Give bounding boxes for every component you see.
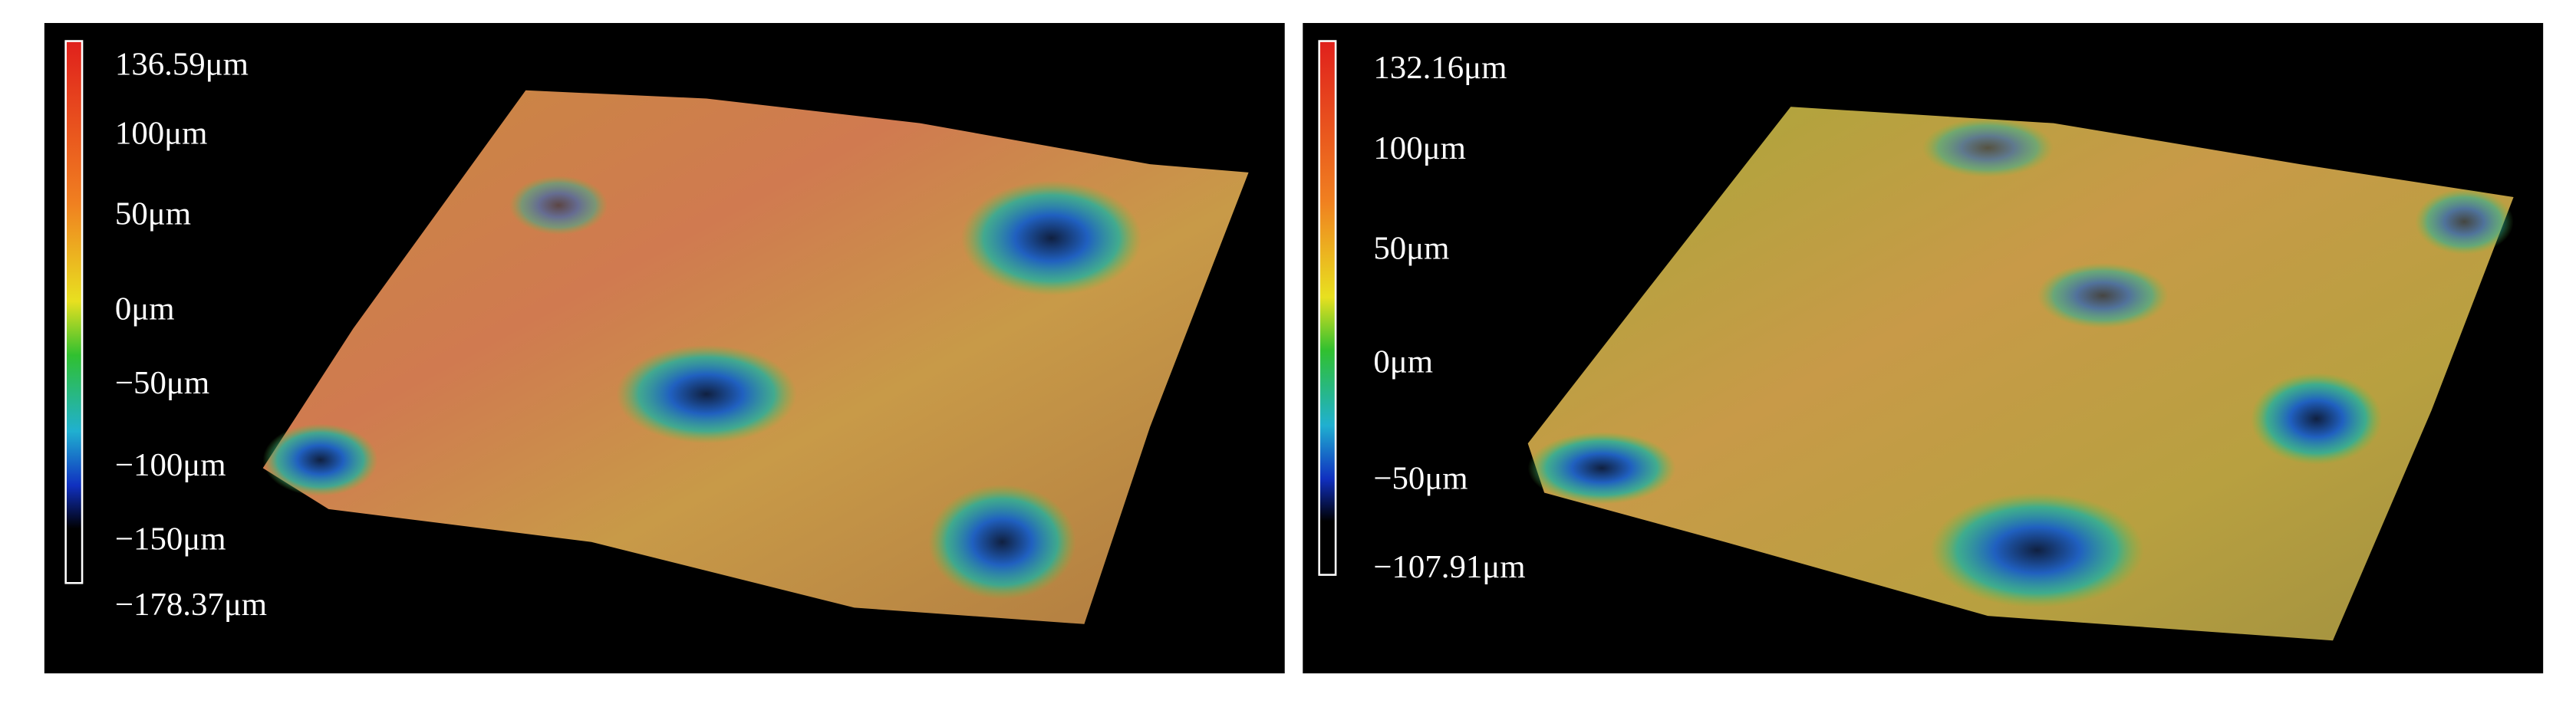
scale-label: 50μm <box>1373 230 1449 266</box>
surface-pit <box>2415 189 2514 255</box>
scale-label: 136.59μm <box>115 47 249 83</box>
surface-pit <box>1930 492 2144 608</box>
surface-pit <box>927 484 1076 600</box>
scale-label: −50μm <box>115 365 209 401</box>
scale-label: 0μm <box>115 291 175 327</box>
scale-label: −100μm <box>115 447 226 483</box>
surface-pit <box>262 423 378 496</box>
surface-pit <box>960 180 1142 296</box>
surface-pit <box>1922 118 2054 178</box>
scale-label: −50μm <box>1373 460 1468 496</box>
surface-pit <box>616 344 797 444</box>
color-scale <box>1318 40 1337 576</box>
panel: 136.59μm 100μm 50μm 0μm −50μm −100μm −150μm −17… <box>44 22 1285 674</box>
scale-label: 50μm <box>115 196 191 232</box>
scale-label: 0μm <box>1373 344 1433 380</box>
surface <box>1527 107 2514 641</box>
scale-label: −107.91μm <box>1373 549 1525 585</box>
color-scale <box>64 40 84 584</box>
surface-pit <box>2250 373 2383 465</box>
surface-pit <box>1527 432 1676 505</box>
scale-label: −150μm <box>115 521 226 558</box>
surface-pit <box>509 176 608 235</box>
panel: 132.16μm 100μm 50μm 0μm −50μm −107.91μm <box>1303 22 2544 674</box>
surface-pit <box>2037 262 2169 329</box>
scale-label: 100μm <box>115 116 208 152</box>
scale-label: 132.16μm <box>1373 50 1507 86</box>
scale-label: −178.37μm <box>115 587 267 623</box>
scale-label: 100μm <box>1373 130 1466 166</box>
